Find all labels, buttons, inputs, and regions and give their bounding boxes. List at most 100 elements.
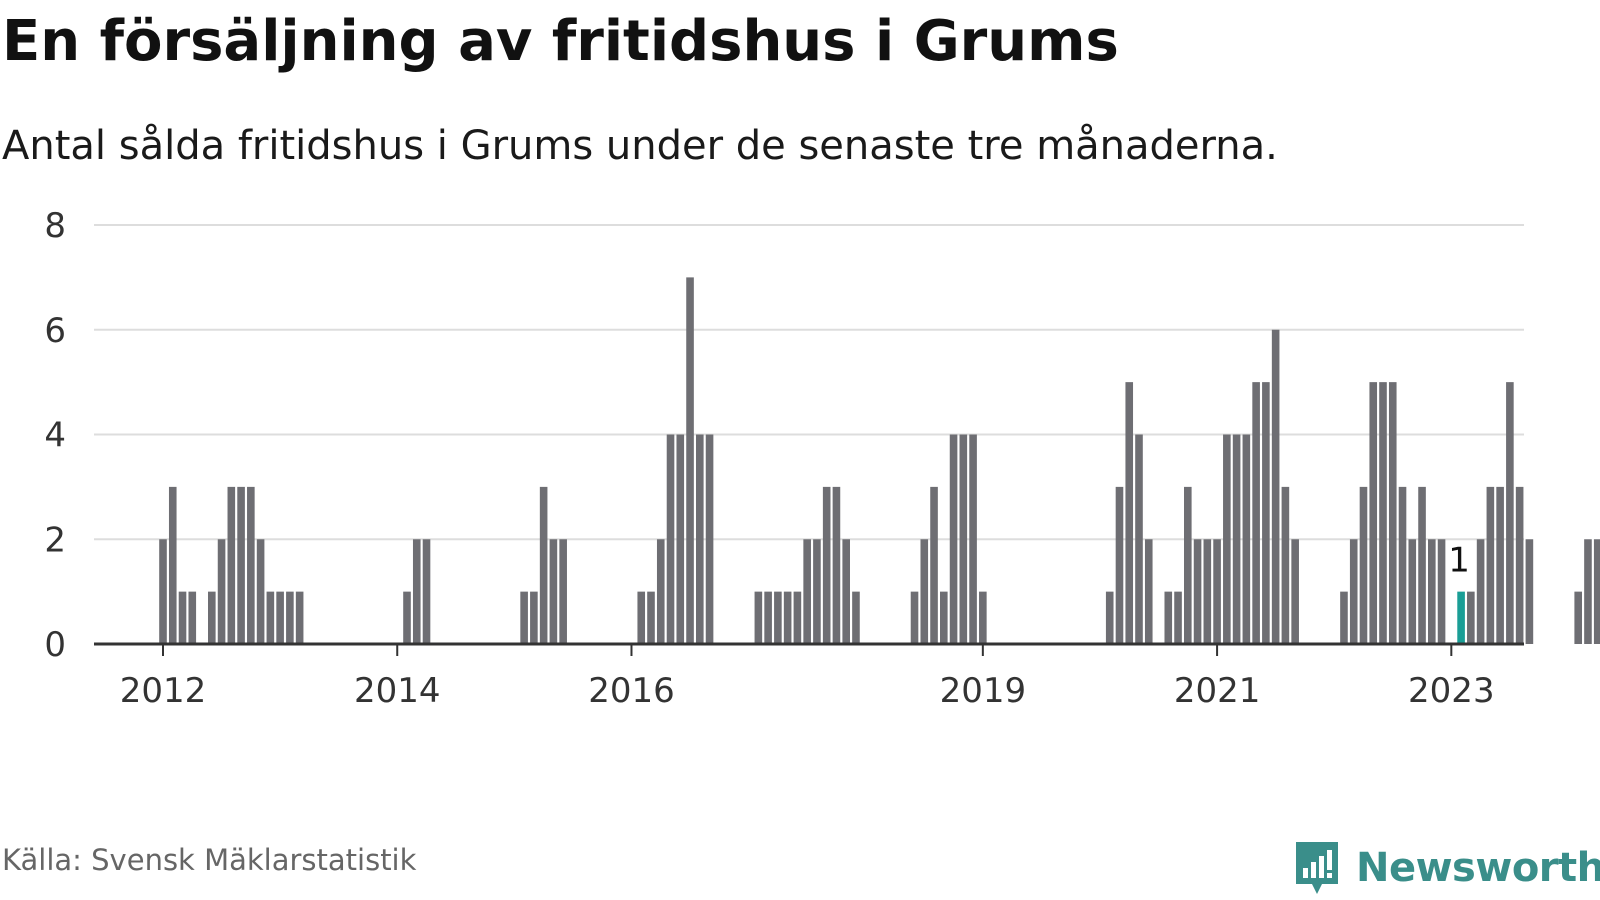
bar	[286, 591, 294, 645]
bar	[1584, 539, 1592, 644]
bar	[1213, 539, 1221, 644]
bar	[1525, 539, 1534, 644]
bar	[1418, 486, 1426, 645]
x-tick-label: 2023	[1408, 671, 1495, 711]
bar	[910, 591, 919, 645]
bar	[422, 539, 431, 644]
bar	[793, 591, 802, 645]
bar	[256, 539, 265, 644]
bar	[959, 434, 968, 644]
bar	[1349, 539, 1358, 644]
bar	[940, 591, 948, 645]
bar	[412, 539, 421, 644]
bar-chart: 0 2 4 6 8 1 2012 2014 2016 2019 2021 2023	[44, 206, 1600, 711]
bar	[1144, 539, 1153, 644]
bar	[1164, 591, 1173, 645]
bar	[1340, 591, 1348, 645]
bar	[764, 591, 772, 645]
bar	[549, 539, 558, 644]
chart-title: En försäljning av fritidshus i Grums	[2, 9, 1119, 74]
bar	[1437, 539, 1446, 644]
bar-highlight	[1457, 591, 1465, 645]
bar	[1593, 539, 1600, 644]
bar	[666, 434, 675, 644]
brand-name: Newsworthy	[1356, 845, 1600, 891]
bar	[295, 591, 304, 645]
bar	[647, 591, 655, 645]
y-tick-label: 6	[44, 311, 66, 351]
bar	[168, 486, 177, 645]
bar	[1174, 591, 1182, 645]
bar-chart-speech-bubble-icon	[1296, 842, 1338, 894]
bar	[247, 486, 255, 645]
bar	[656, 539, 665, 644]
y-tick-label: 4	[44, 416, 66, 456]
x-tick-label: 2021	[1174, 671, 1261, 711]
bar	[969, 434, 977, 644]
bar	[920, 539, 929, 644]
bar	[930, 486, 938, 645]
bar	[686, 277, 694, 645]
bar	[1252, 382, 1260, 645]
x-tick-label: 2016	[588, 671, 675, 711]
bar	[208, 591, 216, 645]
bar	[813, 539, 821, 644]
bar	[276, 591, 284, 645]
bar	[1467, 591, 1475, 645]
bar	[852, 591, 860, 645]
bar	[403, 591, 411, 645]
bar	[1428, 539, 1436, 644]
bar	[842, 539, 850, 644]
y-tick-label: 8	[44, 206, 66, 246]
bar	[1125, 382, 1134, 645]
bar	[1105, 591, 1114, 645]
bar	[217, 539, 226, 644]
bar	[1408, 539, 1417, 644]
bar	[783, 591, 792, 645]
highlight-value-label: 1	[1448, 541, 1470, 581]
bar	[803, 539, 811, 644]
bar	[539, 486, 548, 645]
bar	[1271, 329, 1280, 644]
bar	[188, 591, 197, 645]
chart-subtitle: Antal sålda fritidshus i Grums under de …	[2, 123, 1278, 169]
bar	[1223, 434, 1231, 644]
bar	[754, 591, 763, 645]
bar	[1135, 434, 1143, 644]
bar	[822, 486, 831, 645]
bar	[1515, 486, 1524, 645]
bar	[559, 539, 567, 644]
source-note: Källa: Svensk Mäklarstatistik	[2, 843, 417, 877]
bar	[1574, 591, 1582, 645]
x-tick-label: 2012	[120, 671, 207, 711]
bar	[979, 591, 987, 645]
bar	[227, 486, 236, 645]
y-tick-label: 2	[44, 520, 66, 560]
bar	[237, 486, 245, 645]
brand-logo: Newsworthy	[1292, 836, 1600, 900]
bar	[1388, 382, 1397, 645]
bar	[949, 434, 958, 644]
bar	[1496, 486, 1504, 645]
bar	[1242, 434, 1251, 644]
bar	[1291, 539, 1299, 644]
bar	[1281, 486, 1290, 645]
bar	[637, 591, 646, 645]
bar	[1506, 382, 1514, 645]
bar	[832, 486, 841, 645]
bar	[520, 591, 528, 645]
bar	[696, 434, 704, 644]
bar	[1232, 434, 1241, 644]
bar	[178, 591, 187, 645]
bar	[159, 539, 167, 644]
bar	[1398, 486, 1407, 645]
bar	[705, 434, 714, 644]
x-tick-label: 2019	[940, 671, 1027, 711]
bar	[1486, 486, 1495, 645]
bar	[676, 434, 685, 644]
y-tick-label: 0	[44, 625, 66, 665]
bar	[266, 591, 275, 645]
bar	[1115, 486, 1124, 645]
bar	[1262, 382, 1270, 645]
bar	[1359, 486, 1368, 645]
